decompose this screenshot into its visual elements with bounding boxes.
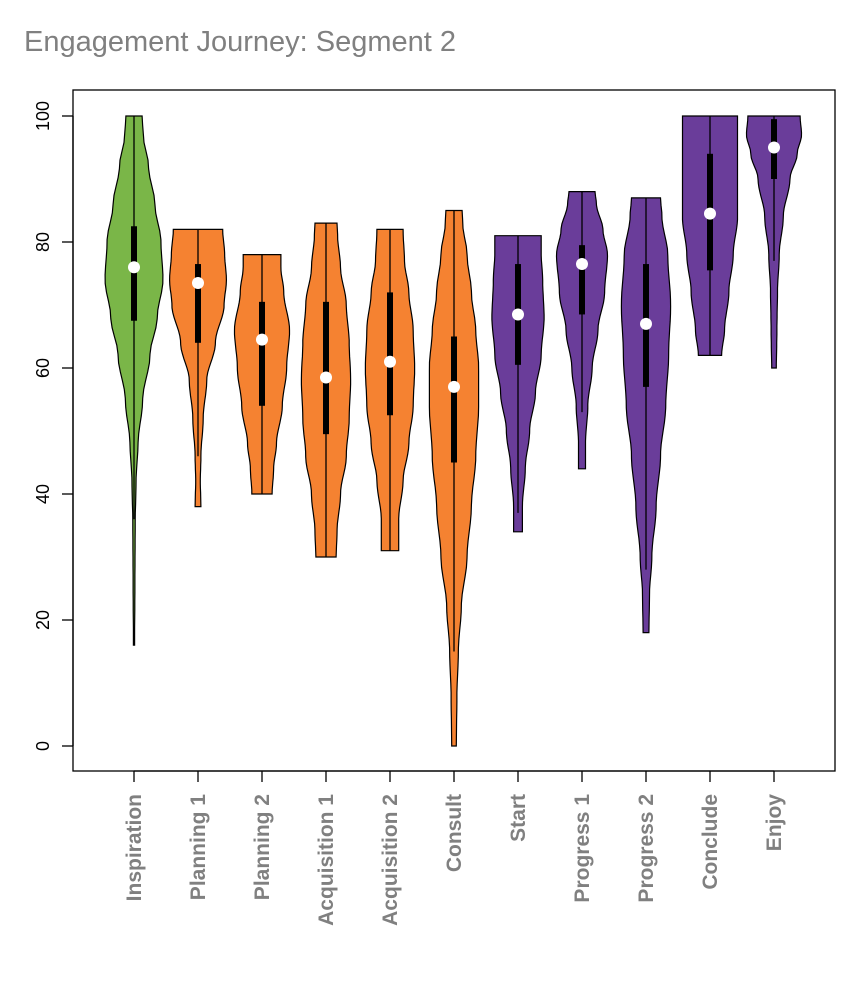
x-tick-label-conclude: Conclude: [699, 794, 722, 890]
x-tick-label-progress-1: Progress 1: [571, 794, 594, 903]
x-tick-label-planning-2: Planning 2: [251, 794, 274, 900]
iqr-box-acquisition-1: [323, 301, 329, 435]
violin-enjoy: [745, 115, 803, 369]
x-tick-label-start: Start: [507, 794, 530, 842]
x-tick-label-progress-2: Progress 2: [635, 794, 658, 903]
median-dot-acquisition-1: [320, 371, 332, 384]
median-dot-start: [512, 308, 524, 321]
median-dot-progress-2: [640, 317, 652, 330]
x-tick-label-acquisition-1: Acquisition 1: [315, 794, 338, 926]
x-axis: Inspiration Planning 1 Planning 2 Acquisiti…: [123, 770, 786, 926]
violin-progress-1: [555, 191, 609, 470]
median-dot-planning-1: [192, 276, 204, 289]
violin-inspiration: [104, 115, 164, 646]
y-tick-label: 60: [33, 358, 53, 378]
median-dot-planning-2: [256, 333, 268, 346]
iqr-box-progress-1: [579, 245, 585, 315]
y-tick-label: 20: [33, 610, 53, 630]
y-axis: 0 20 40 60 80 100: [33, 101, 74, 751]
median-dot-acquisition-2: [384, 355, 396, 368]
iqr-box-planning-2: [259, 301, 265, 406]
median-dot-enjoy: [768, 141, 780, 154]
violin-conclude: [681, 115, 739, 356]
iqr-box-acquisition-2: [387, 292, 393, 416]
median-dot-progress-1: [576, 258, 588, 271]
y-tick-label: 0: [33, 741, 53, 751]
x-tick-label-planning-1: Planning 1: [187, 794, 210, 901]
x-tick-label-inspiration: Inspiration: [123, 794, 146, 901]
violin-planning-2: [233, 254, 291, 495]
chart-title: Engagement Journey: Segment 2: [24, 26, 457, 58]
violin-progress-2: [620, 197, 672, 634]
x-tick-label-consult: Consult: [443, 794, 466, 872]
violins-layer: [104, 115, 803, 747]
y-tick-label: 40: [33, 484, 53, 504]
median-dot-conclude: [704, 207, 716, 220]
median-dot-consult: [448, 380, 460, 393]
violin-acquisition-1: [300, 222, 352, 558]
iqr-box-planning-1: [195, 264, 201, 343]
x-tick-label-acquisition-2: Acquisition 2: [379, 794, 402, 926]
iqr-box-consult: [451, 336, 457, 463]
median-dot-inspiration: [128, 261, 140, 274]
x-tick-label-enjoy: Enjoy: [763, 794, 786, 851]
y-tick-label: 100: [33, 101, 53, 131]
iqr-box-inspiration: [131, 226, 137, 321]
violin-start: [491, 235, 545, 533]
violin-consult: [428, 209, 480, 747]
violin-acquisition-2: [364, 228, 416, 552]
y-tick-label: 80: [33, 232, 53, 252]
violin-planning-1: [168, 228, 228, 508]
